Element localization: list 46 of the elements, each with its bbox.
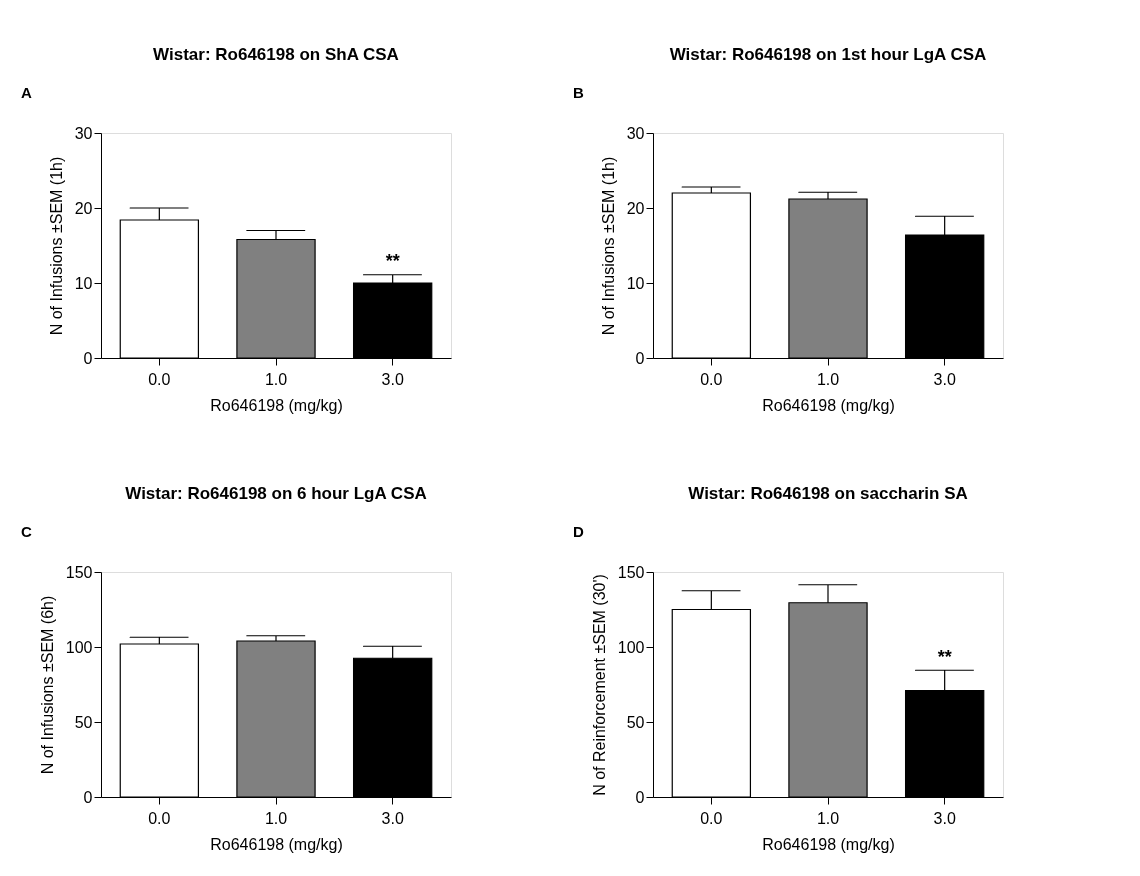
x-tick-label: 1.0 bbox=[264, 370, 288, 388]
text: B bbox=[573, 84, 584, 101]
x-tick-label: 1.0 bbox=[816, 370, 840, 388]
y-tick-label: 150 bbox=[65, 563, 93, 581]
x-tick-label: 3.0 bbox=[381, 370, 404, 388]
y-axis-title: N of Infusions ±SEM (6h) bbox=[38, 595, 56, 775]
x-tick-label: 0.0 bbox=[148, 370, 171, 388]
x-tick-label: 1.0 bbox=[264, 809, 288, 827]
x-axis-title: Ro646198 (mg/kg) bbox=[210, 396, 343, 414]
y-tick-label: 30 bbox=[74, 124, 93, 142]
x-tick-label: 0.0 bbox=[700, 809, 723, 827]
y-axis-title: N of Infusions ±SEM (1h) bbox=[47, 156, 65, 336]
y-tick-label: 0 bbox=[83, 349, 93, 367]
y-tick-label: 10 bbox=[74, 274, 93, 292]
y-axis-title: N of Infusions ±SEM (1h) bbox=[599, 156, 617, 336]
y-tick-label: 0 bbox=[83, 788, 93, 806]
x-tick-label: 3.0 bbox=[933, 370, 956, 388]
chart-title: Wistar: Ro646198 on saccharin SA bbox=[688, 484, 968, 503]
y-tick-label: 0 bbox=[635, 349, 645, 367]
x-axis-title: Ro646198 (mg/kg) bbox=[762, 396, 895, 414]
y-tick-label: 100 bbox=[617, 638, 645, 656]
y-axis-title: N of Reinforcement ±SEM (30') bbox=[590, 574, 608, 796]
annotation: ** bbox=[385, 251, 400, 271]
y-tick-label: 30 bbox=[626, 124, 645, 142]
text: C bbox=[21, 523, 32, 540]
chart-title: Wistar: Ro646198 on 1st hour LgA CSA bbox=[669, 45, 987, 64]
chart-title: Wistar: Ro646198 on ShA CSA bbox=[153, 45, 399, 64]
y-tick-label: 100 bbox=[65, 638, 93, 656]
y-tick-label: 0 bbox=[635, 788, 645, 806]
chart-title: Wistar: Ro646198 on 6 hour LgA CSA bbox=[125, 484, 427, 503]
x-axis-title: Ro646198 (mg/kg) bbox=[210, 835, 343, 853]
y-tick-label: 50 bbox=[74, 713, 93, 731]
text: D bbox=[573, 523, 584, 540]
y-tick-label: 20 bbox=[74, 199, 93, 217]
x-tick-label: 3.0 bbox=[381, 809, 404, 827]
y-tick-label: 20 bbox=[626, 199, 645, 217]
x-tick-label: 3.0 bbox=[933, 809, 956, 827]
text: A bbox=[21, 84, 32, 101]
x-tick-label: 0.0 bbox=[700, 370, 723, 388]
y-tick-label: 150 bbox=[617, 563, 645, 581]
y-tick-label: 50 bbox=[626, 713, 645, 731]
x-tick-label: 0.0 bbox=[148, 809, 171, 827]
x-tick-label: 1.0 bbox=[816, 809, 840, 827]
annotation: ** bbox=[937, 647, 952, 668]
y-tick-label: 10 bbox=[626, 274, 645, 292]
x-axis-title: Ro646198 (mg/kg) bbox=[762, 835, 895, 853]
